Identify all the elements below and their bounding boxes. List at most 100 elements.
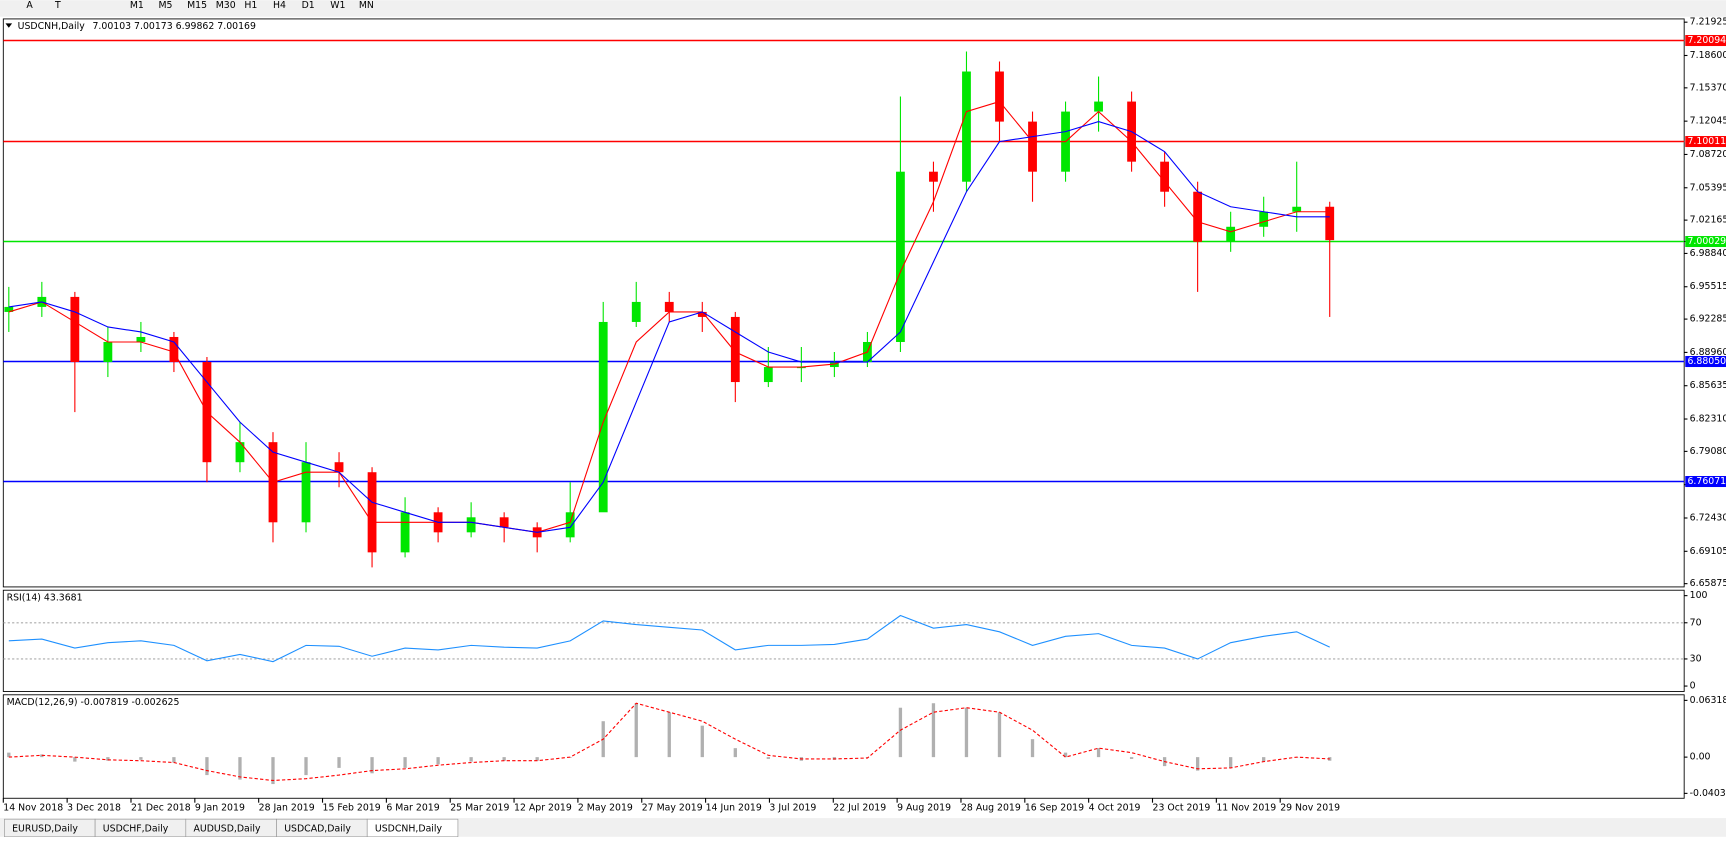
toolbar-button[interactable]: MN (359, 0, 374, 11)
toolbar-button[interactable]: H4 (273, 0, 286, 11)
tab-label[interactable]: USDCNH,Daily (375, 824, 443, 835)
y-tick-label: 6.85635 (1690, 380, 1726, 391)
candle-body (1259, 211, 1269, 227)
y-tick-label: 0 (1690, 681, 1696, 692)
panel-title: RSI(14) 43.3681 (7, 592, 83, 603)
price-label: 7.10011 (1687, 136, 1726, 147)
tab-label[interactable]: USDCAD,Daily (284, 824, 351, 835)
macd-bar (898, 707, 903, 758)
macd-bar (1195, 757, 1200, 771)
candle-body (169, 336, 179, 363)
tab-label[interactable]: EURUSD,Daily (12, 824, 78, 835)
x-tick-label: 15 Feb 2019 (323, 803, 381, 814)
macd-bar (469, 757, 473, 762)
macd-bar (1129, 757, 1134, 759)
x-tick-label: 9 Jan 2019 (195, 803, 245, 814)
candle-body (1160, 161, 1170, 192)
candle-body (598, 321, 608, 513)
candle-body (4, 306, 14, 312)
toolbar (0, 0, 1726, 17)
macd-bar (634, 703, 638, 758)
price-label: 7.20094 (1687, 35, 1726, 46)
y-tick-label: 0.063184 (1690, 695, 1726, 706)
toolbar-button[interactable]: W1 (330, 0, 345, 11)
rsi-panel (2, 589, 1685, 692)
toolbar-button[interactable]: A (26, 0, 33, 11)
candle-body (697, 311, 707, 317)
signal-line (8, 702, 1330, 782)
y-tick-label: 7.08720 (1690, 149, 1726, 160)
panel-title: MACD(12,26,9) -0.007819 -0.002625 (7, 697, 180, 708)
toolbar-button[interactable]: M1 (130, 0, 144, 11)
macd-bar (172, 757, 176, 763)
x-tick-label: 14 Jun 2019 (706, 803, 762, 814)
x-tick-label: 2 May 2019 (578, 803, 633, 814)
price-label: 6.76071 (1687, 476, 1726, 487)
toolbar-button[interactable]: M15 (187, 0, 207, 11)
y-tick-label: 70 (1690, 617, 1702, 628)
tab-label[interactable]: AUDUSD,Daily (194, 824, 261, 835)
candle-body (1028, 121, 1037, 172)
candle-body (499, 517, 509, 528)
y-tick-label: 6.92285 (1690, 314, 1726, 325)
x-tick-label: 25 Mar 2019 (450, 803, 509, 814)
macd-bar (997, 712, 1002, 758)
candle-body (962, 71, 971, 182)
candle-body (1292, 206, 1302, 212)
macd-bar (370, 757, 374, 774)
macd-bar (733, 748, 737, 758)
macd-bar (766, 757, 770, 759)
ohlc-values: 7.00103 7.00173 6.99862 7.00169 (92, 21, 256, 32)
x-tick-label: 22 Jul 2019 (833, 803, 886, 814)
macd-bar (1262, 757, 1266, 762)
candle-body (1226, 226, 1236, 242)
candle-body (995, 71, 1004, 122)
candle-body (466, 517, 476, 533)
price-label-bg (1685, 356, 1726, 368)
macd-bar (1096, 748, 1101, 758)
macd-bar (238, 757, 242, 780)
y-tick-label: 30 (1690, 653, 1702, 664)
x-tick-label: 28 Jan 2019 (259, 803, 315, 814)
candle-body (565, 512, 575, 538)
toolbar-button[interactable]: M5 (159, 0, 173, 11)
x-tick-label: 3 Dec 2018 (67, 803, 121, 814)
y-tick-label: 6.95515 (1690, 281, 1726, 292)
y-tick-label: 6.98840 (1690, 248, 1726, 259)
x-tick-label: 27 May 2019 (642, 803, 703, 814)
y-tick-label: 6.82310 (1690, 414, 1726, 425)
toolbar-button[interactable]: T (54, 0, 61, 11)
rsi-line (8, 614, 1330, 663)
macd-bar (304, 757, 308, 776)
macd-bar (700, 725, 704, 758)
moving-average (8, 100, 1330, 533)
toolbar-button[interactable]: H1 (244, 0, 257, 11)
y-tick-label: 7.05395 (1690, 182, 1726, 193)
y-tick-label: 7.12045 (1690, 116, 1726, 127)
candle-body (1094, 101, 1103, 112)
candle-body (70, 296, 80, 363)
panel-title: USDCNH,Daily (18, 21, 86, 32)
macd-bar (436, 757, 440, 765)
y-tick-label: 7.15370 (1690, 82, 1726, 93)
macd-bar (964, 707, 969, 758)
price-label-bg (1685, 136, 1726, 148)
price-panel (2, 18, 1685, 588)
candle-body (400, 512, 410, 553)
macd-bar (7, 752, 11, 758)
tab-label[interactable]: USDCHF,Daily (103, 824, 169, 835)
candle-body (334, 462, 344, 473)
x-tick-label: 4 Oct 2019 (1089, 803, 1141, 814)
candle-body (235, 442, 245, 463)
toolbar-button[interactable]: M30 (216, 0, 236, 11)
toolbar-button[interactable]: D1 (302, 0, 315, 11)
x-tick-label: 21 Dec 2018 (131, 803, 191, 814)
y-tick-label: 0.00 (1690, 752, 1711, 763)
macd-bar (139, 757, 143, 760)
candle-body (730, 316, 740, 383)
macd-bar (1063, 752, 1068, 758)
candle-body (929, 171, 938, 182)
y-tick-label: 100 (1690, 590, 1708, 601)
y-tick-label: 7.18600 (1690, 50, 1726, 61)
